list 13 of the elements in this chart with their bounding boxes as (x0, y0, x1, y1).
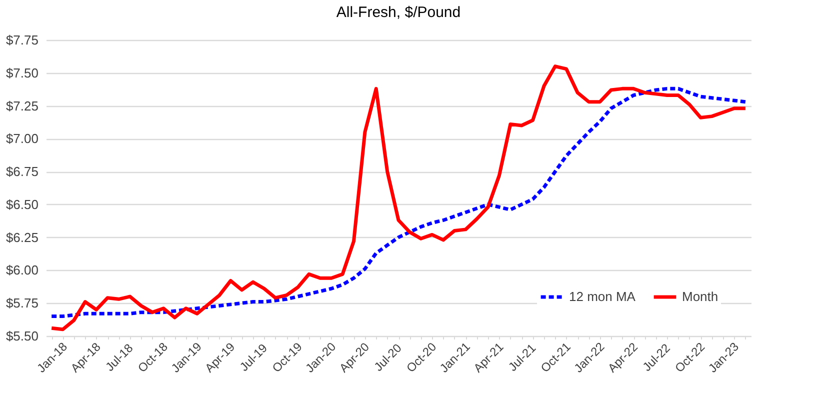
y-tick-label: $7.25 (6, 98, 38, 114)
legend-label: Month (682, 289, 718, 304)
y-tick-label: $5.50 (6, 328, 38, 344)
y-tick-label: $7.00 (6, 131, 38, 146)
y-tick-label: $6.25 (6, 230, 38, 245)
chart-title: All-Fresh, $/Pound (336, 4, 461, 21)
y-tick-label: $7.75 (6, 32, 38, 48)
y-tick-label: $7.50 (6, 65, 38, 80)
y-tick-label: $6.75 (6, 164, 38, 180)
legend-label: 12 mon MA (569, 289, 636, 304)
y-tick-label: $6.00 (6, 262, 38, 278)
y-tick-label: $5.75 (6, 296, 38, 311)
y-tick-label: $6.50 (6, 196, 38, 212)
